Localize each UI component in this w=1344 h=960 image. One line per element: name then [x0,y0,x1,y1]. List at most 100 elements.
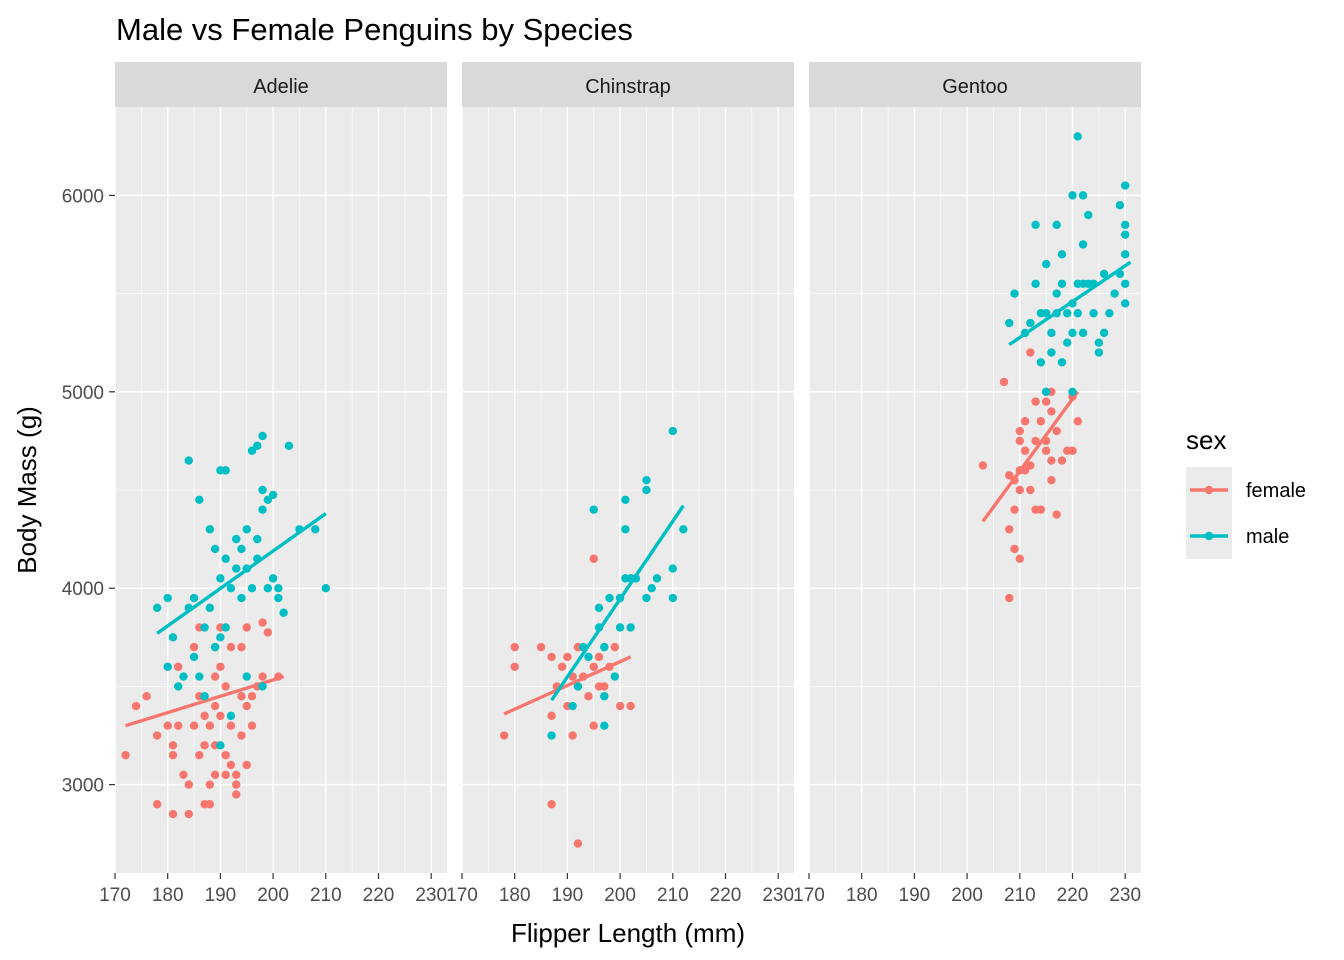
data-point [642,593,651,603]
data-point [174,721,183,730]
data-point [221,466,230,475]
data-point [1105,309,1114,318]
facet-strip [809,62,1141,107]
data-point [1094,348,1104,357]
data-point [563,652,572,662]
data-point [232,770,241,779]
x-tick-label: 210 [310,885,342,906]
data-point [1084,210,1093,220]
data-point [200,741,209,750]
x-tick-label: 190 [899,885,931,906]
data-point [1120,250,1130,259]
trend-line [981,390,1080,523]
data-point [668,593,677,603]
facet-strip-label: Adelie [253,76,309,98]
x-tick-label: 220 [1057,885,1089,906]
data-point [499,731,509,740]
data-point [610,642,620,652]
data-point [999,377,1009,387]
data-point [242,525,251,534]
data-point [263,584,273,593]
data-point [247,692,257,701]
data-point [1099,269,1109,279]
x-tick-label: 200 [257,885,289,906]
data-point [168,741,178,750]
data-point [1115,201,1125,210]
data-point [1068,446,1077,455]
data-point [168,633,178,642]
data-point [226,584,236,593]
data-point [253,441,262,451]
data-point [1015,436,1024,446]
data-point [258,618,267,627]
data-point [1052,220,1061,230]
data-point [679,525,688,534]
data-point [205,603,215,613]
data-point [1073,309,1082,318]
facet-panel-gentoo: Gentoo 170 180 190 200 210 220 230 [793,62,1141,906]
data-point [216,741,225,750]
data-point [226,721,236,730]
data-point [200,692,209,701]
data-point [237,544,246,554]
data-point [1031,220,1040,230]
data-point [237,731,246,740]
data-point [163,662,172,671]
data-point [279,608,288,617]
x-tick-label: 200 [951,885,983,906]
data-point [226,760,236,770]
data-point [242,672,251,681]
data-point [547,711,556,721]
data-point [568,731,577,740]
facet-panel-chinstrap: Chinstrap 170 180 190 200 210 220 230 [446,62,794,906]
data-point [610,672,620,681]
data-point [1026,348,1035,357]
data-point [1057,358,1067,367]
data-point [1078,328,1088,338]
data-point [668,564,677,573]
data-point [510,642,519,652]
facet-strip-label: Chinstrap [585,76,671,98]
data-point [547,731,556,740]
data-point [221,623,230,632]
x-tick-label: 170 [99,885,131,906]
data-point [547,800,556,809]
data-point [605,593,614,603]
data-point [232,534,241,544]
data-point [1057,456,1067,465]
data-point [626,623,635,632]
data-point [195,495,204,505]
data-point [589,505,598,514]
data-point [205,780,215,789]
data-point [221,770,230,779]
x-tick-label: 210 [1004,885,1036,906]
x-tick-label: 210 [657,885,689,906]
data-point [573,682,583,691]
data-point [1057,279,1067,288]
data-point [1041,446,1051,455]
data-point [189,652,199,662]
trend-line [1008,260,1132,347]
data-point [1120,279,1130,288]
data-point [589,554,598,563]
x-tick-label: 230 [762,885,794,906]
x-tick-label: 220 [363,885,395,906]
data-point [1099,328,1109,338]
data-point [1031,279,1040,288]
data-point [163,593,172,603]
data-point [1120,230,1130,239]
data-point [179,672,188,681]
x-tick-label: 200 [604,885,636,906]
data-point [200,623,209,632]
data-point [557,662,567,671]
data-point [200,711,209,721]
facet-strip [115,62,447,107]
data-point [668,426,677,436]
data-point [242,701,251,711]
x-tick-label: 190 [205,885,237,906]
data-point [1015,554,1024,563]
series-female [121,618,285,819]
x-tick-label: 170 [793,885,825,906]
data-point [642,485,651,495]
data-point [642,475,651,485]
